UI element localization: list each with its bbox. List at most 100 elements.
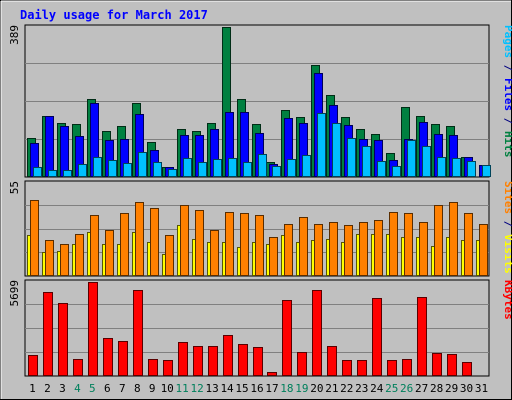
x-tick-label: 3 [59, 382, 66, 395]
bar-pages-day-1 [33, 167, 42, 177]
legend-part-4: Hits [502, 131, 512, 158]
bar-sites-day-11 [180, 205, 189, 276]
bar-sites-day-15 [240, 213, 249, 276]
bar-pages-day-6 [108, 160, 117, 177]
bar-pages-day-7 [123, 163, 132, 177]
bar-sites-day-6 [105, 230, 114, 276]
series-sites [30, 200, 488, 276]
bar-kbytes-day-15 [238, 344, 248, 376]
x-tick-label: 1 [29, 382, 36, 395]
bar-pages-day-11 [183, 158, 192, 177]
bar-kbytes-day-17 [267, 372, 277, 376]
x-tick-label: 17 [265, 382, 278, 395]
bar-pages-day-5 [93, 157, 102, 177]
bar-pages-day-21 [332, 123, 341, 177]
bar-sites-day-13 [210, 230, 219, 276]
series-pages [33, 113, 491, 177]
bar-files-day-2 [45, 116, 54, 177]
bar-files-day-3 [60, 126, 69, 177]
bar-pages-day-2 [48, 170, 57, 177]
panel-legend: KBytes [502, 280, 512, 320]
bar-kbytes-day-29 [447, 354, 457, 376]
bar-kbytes-day-9 [148, 359, 158, 376]
bar-sites-day-26 [404, 213, 413, 276]
bar-kbytes-day-5 [88, 282, 98, 376]
x-tick-label: 7 [119, 382, 126, 395]
x-tick-label: 6 [104, 382, 111, 395]
bar-pages-day-31 [482, 165, 491, 177]
bar-kbytes-day-14 [223, 335, 233, 376]
bar-pages-day-8 [138, 152, 147, 177]
x-tick-label: 19 [295, 382, 308, 395]
x-tick-label: 23 [355, 382, 368, 395]
bar-sites-day-25 [389, 212, 398, 276]
bar-pages-day-10 [168, 169, 177, 177]
bar-pages-day-25 [392, 166, 401, 177]
bar-kbytes-day-3 [58, 303, 68, 376]
panel-kbytes: 5699 KBytes [8, 279, 512, 377]
bar-sites-day-29 [449, 202, 458, 276]
bar-kbytes-day-6 [103, 338, 113, 376]
bar-kbytes-day-27 [417, 297, 427, 376]
x-tick-label: 30 [460, 382, 473, 395]
x-tick-label: 27 [415, 382, 428, 395]
bar-sites-day-27 [419, 222, 428, 276]
bar-sites-day-28 [434, 205, 443, 276]
bar-pages-day-17 [272, 166, 281, 177]
series-kbytes [28, 282, 472, 376]
x-tick-label: 9 [149, 382, 156, 395]
bar-pages-day-3 [63, 170, 72, 177]
bar-pages-day-20 [317, 113, 326, 177]
legend-part-2: Files [502, 78, 512, 111]
bar-sites-day-5 [90, 215, 99, 276]
x-tick-label: 29 [445, 382, 458, 395]
bar-sites-day-20 [314, 224, 323, 276]
bar-sites-day-17 [269, 237, 278, 276]
bar-sites-day-18 [284, 224, 293, 276]
x-tick-label: 28 [430, 382, 443, 395]
panel-legend: Pages / Files / Hits [502, 25, 512, 158]
legend-part-0: Sites [502, 181, 512, 214]
bar-sites-day-12 [195, 210, 204, 276]
bar-kbytes-day-11 [178, 342, 188, 376]
x-tick-label: 12 [191, 382, 204, 395]
bar-kbytes-day-13 [208, 346, 218, 376]
bar-sites-day-8 [135, 202, 144, 276]
bar-kbytes-day-26 [402, 359, 412, 376]
bar-sites-day-3 [60, 244, 69, 276]
bar-pages-day-14 [228, 158, 237, 177]
bar-kbytes-day-21 [327, 346, 337, 376]
bar-sites-day-1 [30, 200, 39, 276]
bar-kbytes-day-24 [372, 298, 382, 376]
bar-kbytes-day-8 [133, 290, 143, 376]
bar-kbytes-day-10 [163, 360, 173, 376]
x-tick-label: 15 [235, 382, 248, 395]
bar-kbytes-day-22 [342, 360, 352, 376]
bar-kbytes-day-30 [462, 362, 472, 376]
bar-kbytes-day-12 [193, 346, 203, 376]
x-tick-label: 24 [370, 382, 384, 395]
bar-sites-day-30 [464, 213, 473, 276]
bar-kbytes-day-1 [28, 355, 38, 376]
bar-sites-day-16 [255, 215, 264, 276]
x-tick-label: 21 [325, 382, 338, 395]
x-tick-label: 8 [134, 382, 141, 395]
bar-kbytes-day-18 [282, 300, 292, 376]
legend-part-0: KBytes [502, 280, 512, 320]
chart-title: Daily usage for March 2017 [20, 8, 208, 22]
bar-kbytes-day-7 [118, 341, 128, 376]
x-tick-label: 11 [176, 382, 189, 395]
panel-max-label: 55 [8, 181, 21, 194]
bar-pages-day-23 [362, 146, 371, 177]
legend-part-0: Pages [502, 25, 512, 58]
bar-kbytes-day-2 [43, 292, 53, 376]
bar-kbytes-day-4 [73, 359, 83, 376]
x-tick-label: 22 [340, 382, 353, 395]
x-tick-label: 16 [250, 382, 263, 395]
bar-sites-day-21 [329, 222, 338, 276]
x-axis-day-labels: 1 2 3 4 5 6 7 8 9 10 11 12 13 14 15 16 17 18 19 20 21 22 23 24 2… [29, 382, 488, 395]
x-tick-label: 5 [89, 382, 96, 395]
bar-kbytes-day-23 [357, 360, 367, 376]
